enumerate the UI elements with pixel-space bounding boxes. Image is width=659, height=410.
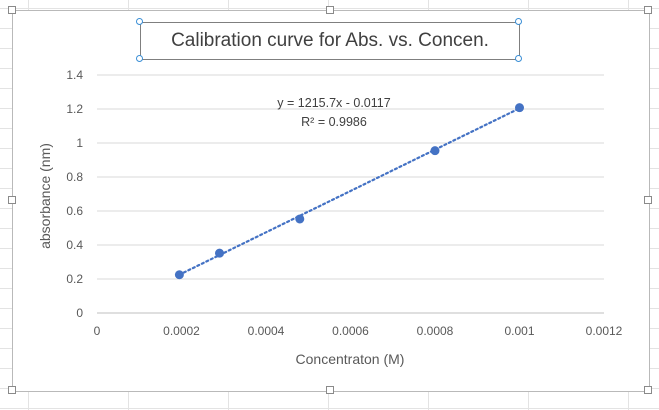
data-point[interactable] — [430, 146, 440, 156]
y-tick-label: 0.8 — [66, 170, 83, 184]
chart-resize-handle-br[interactable] — [644, 386, 652, 394]
data-points — [174, 103, 524, 280]
y-tick-label: 1.4 — [66, 68, 83, 82]
data-point[interactable] — [174, 270, 184, 280]
x-axis-title[interactable]: Concentraton (M) — [296, 351, 405, 367]
chart-resize-handle-tc[interactable] — [326, 6, 334, 14]
x-tick-label: 0.0006 — [332, 324, 369, 338]
chart-resize-handle-tr[interactable] — [644, 6, 652, 14]
x-tick-label: 0.0008 — [417, 324, 454, 338]
trendline-layer — [178, 107, 521, 276]
chart-area[interactable] — [12, 10, 650, 392]
chart-resize-handle-bl[interactable] — [8, 386, 16, 394]
y-tick-label: 0.6 — [66, 204, 83, 218]
y-tick-label: 0.4 — [66, 238, 83, 252]
title-handle-br[interactable] — [515, 55, 522, 62]
chart-title: Calibration curve for Abs. vs. Concen. — [171, 30, 489, 51]
y-axis-title[interactable]: absorbance (nm) — [37, 143, 53, 249]
chart-resize-handle-bc[interactable] — [326, 386, 334, 394]
y-tick-label: 1.2 — [66, 102, 83, 116]
title-handle-tr[interactable] — [515, 18, 522, 25]
data-point[interactable] — [215, 248, 225, 258]
x-tick-label: 0.0002 — [163, 324, 200, 338]
x-tick-label: 0 — [94, 324, 101, 338]
chart-resize-handle-ml[interactable] — [8, 196, 16, 204]
title-handle-tl[interactable] — [136, 18, 143, 25]
y-tick-label: 0 — [76, 306, 83, 320]
trendline-r-squared[interactable]: R² = 0.9986 — [301, 115, 367, 129]
data-point[interactable] — [515, 103, 524, 113]
linear-trendline[interactable] — [178, 107, 521, 276]
title-handle-bl[interactable] — [136, 55, 143, 62]
gridlines — [97, 74, 604, 314]
data-point[interactable] — [295, 214, 305, 224]
y-tick-label: 0.2 — [66, 272, 83, 286]
chart-resize-handle-mr[interactable] — [644, 196, 652, 204]
y-tick-label: 1 — [76, 136, 83, 150]
x-tick-label: 0.0004 — [248, 324, 285, 338]
trendline-equation[interactable]: y = 1215.7x - 0.0117 — [277, 96, 390, 110]
tick-labels: 0 0.2 0.4 0.6 0.8 1 1.2 1.4 0 0.0002 0.0004 0.0006 0… — [66, 68, 622, 338]
x-tick-label: 0.0012 — [586, 324, 623, 338]
chart-resize-handle-tl[interactable] — [8, 6, 16, 14]
x-tick-label: 0.001 — [504, 324, 534, 338]
chart-title-box[interactable]: Calibration curve for Abs. vs. Concen. — [140, 22, 520, 60]
